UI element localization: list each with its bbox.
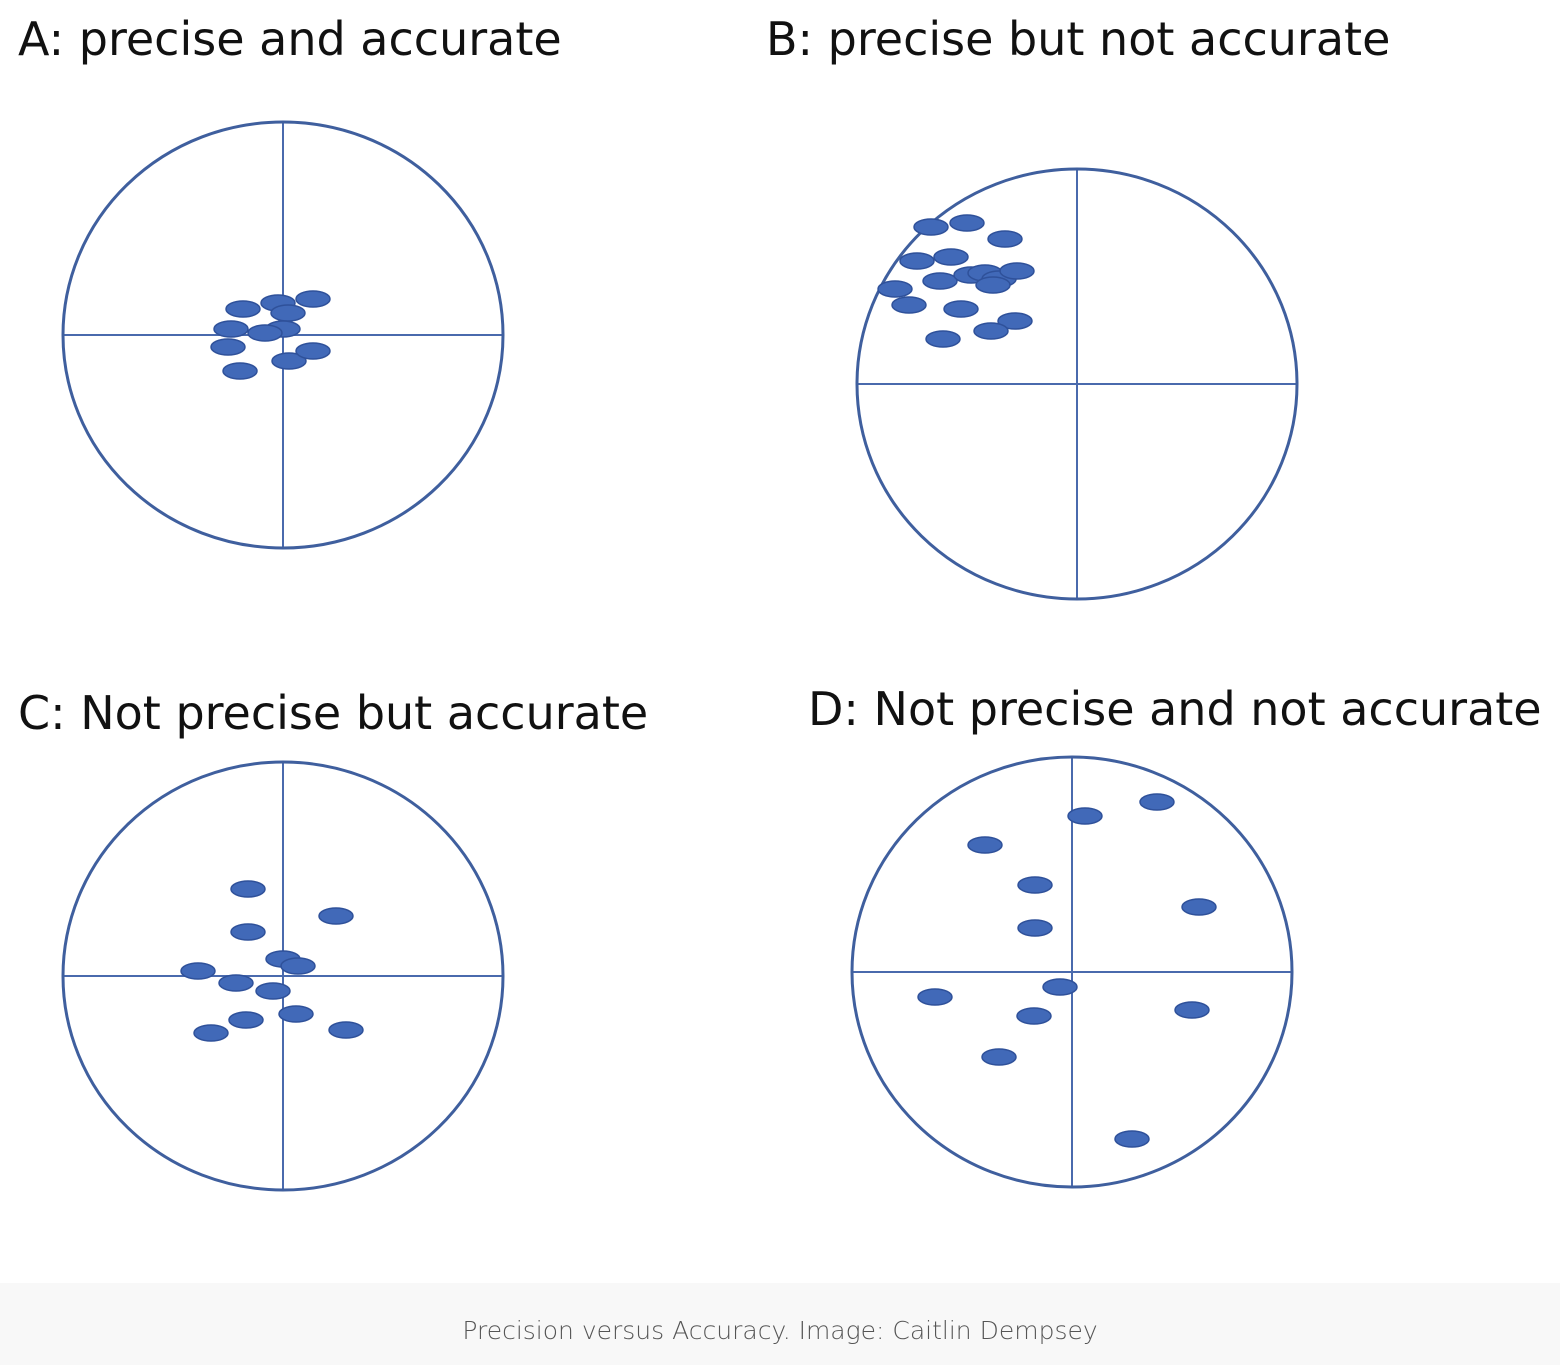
target-b-hit-13 [891, 296, 927, 314]
caption-bar [0, 1283, 1560, 1365]
target-c-hit-8 [255, 982, 291, 1000]
target-d-hit-10 [1174, 1001, 1210, 1019]
panel-a-title: A: precise and accurate [18, 12, 562, 66]
target-d-hit-12 [1114, 1130, 1150, 1148]
target-c-hit-12 [193, 1024, 229, 1042]
target-d-hit-4 [1017, 876, 1053, 894]
figure-caption: Precision versus Accuracy. Image: Caitli… [462, 1316, 1098, 1345]
target-a [61, 120, 505, 550]
target-c-hit-10 [278, 1005, 314, 1023]
target-a-hit-10 [295, 342, 331, 360]
target-b-hit-15 [997, 312, 1033, 330]
target-d [850, 755, 1294, 1189]
target-d-hit-8 [917, 988, 953, 1006]
panel-c-title: C: Not precise but accurate [18, 686, 649, 740]
target-a-hit-8 [210, 338, 246, 356]
target-d-hit-3 [967, 836, 1003, 854]
target-a-hit-9 [271, 352, 307, 370]
target-b [855, 167, 1299, 601]
target-c-ring [61, 760, 505, 1192]
target-b-hit-16 [973, 322, 1009, 340]
target-c-hit-6 [180, 962, 216, 980]
target-b-hit-5 [933, 248, 969, 266]
target-c-hit-5 [280, 957, 316, 975]
target-d-hit-6 [1017, 919, 1053, 937]
target-c-hit-11 [328, 1021, 364, 1039]
target-d-hit-7 [1042, 978, 1078, 996]
target-a-hit-5 [213, 320, 249, 338]
target-d-hit-2 [1067, 807, 1103, 825]
target-b-hit-2 [949, 214, 985, 232]
target-c-hit-7 [218, 974, 254, 992]
target-a-hit-4 [295, 290, 331, 308]
target-b-hit-11 [975, 276, 1011, 294]
target-b-hit-17 [925, 330, 961, 348]
target-b-hit-4 [899, 252, 935, 270]
precision-accuracy-figure: A: precise and accurate B: precise but n… [18, 12, 1542, 1192]
target-b-hit-14 [943, 300, 979, 318]
target-b-hit-6 [922, 272, 958, 290]
target-b-hit-10 [999, 262, 1035, 280]
target-c-hit-3 [230, 923, 266, 941]
target-a-hit-11 [222, 362, 258, 380]
target-d-ring [850, 755, 1294, 1189]
target-d-hit-11 [981, 1048, 1017, 1066]
target-d-hit-5 [1181, 898, 1217, 916]
target-c-hit-1 [230, 880, 266, 898]
target-a-hit-3 [270, 304, 306, 322]
targets-svg [61, 120, 1299, 1192]
target-b-hit-1 [913, 218, 949, 236]
target-d-hit-9 [1016, 1007, 1052, 1025]
panel-d-title: D: Not precise and not accurate [808, 682, 1542, 736]
target-b-ring [855, 167, 1299, 601]
target-b-hit-12 [877, 280, 913, 298]
target-a-hit-1 [225, 300, 261, 318]
target-d-hit-1 [1139, 793, 1175, 811]
target-b-hit-3 [987, 230, 1023, 248]
target-c-hit-2 [318, 907, 354, 925]
target-c [61, 760, 505, 1192]
panel-b-title: B: precise but not accurate [766, 12, 1391, 66]
target-a-ring [61, 120, 505, 550]
target-a-hit-7 [247, 324, 283, 342]
target-c-hit-9 [228, 1011, 264, 1029]
